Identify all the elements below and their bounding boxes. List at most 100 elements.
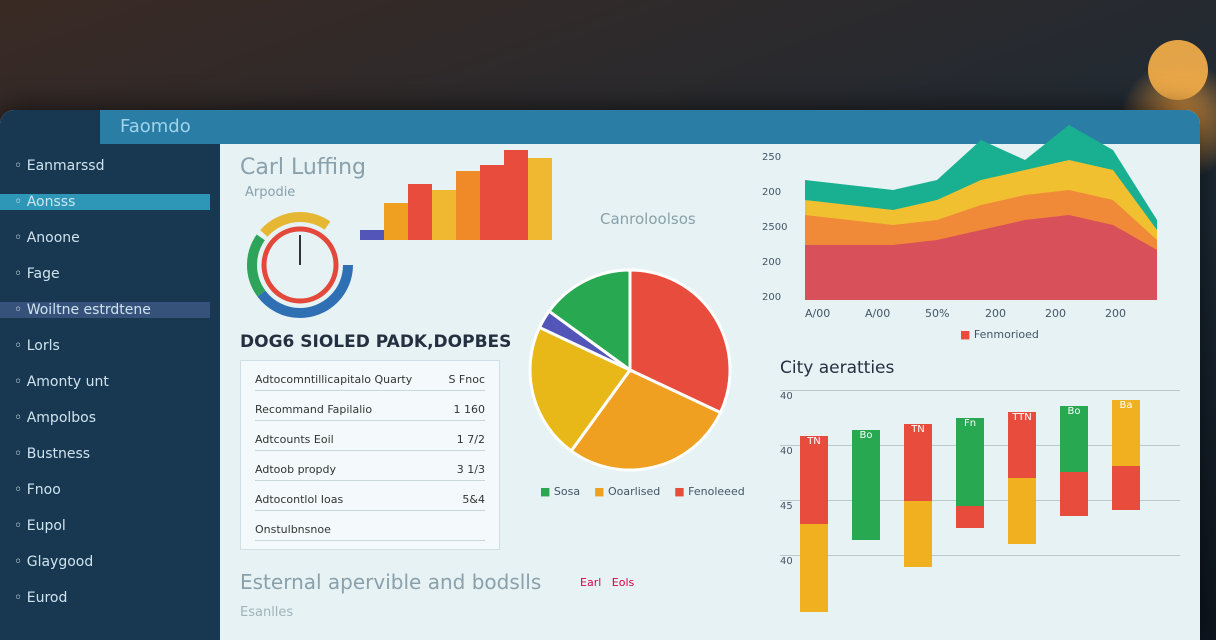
sidebar-item[interactable]: ◦ Fage <box>14 266 214 282</box>
table-row: Adtocomntillicapitalo Quarty S Fnoc <box>255 365 485 391</box>
row-label: Adtoob propdy <box>255 463 337 476</box>
bar <box>504 150 528 240</box>
sidebar-item-label: Eurod <box>26 590 68 606</box>
table-row: Onstulbnsnoe <box>255 515 485 541</box>
bar <box>384 202 408 240</box>
bar-segment: Ba <box>1112 400 1140 466</box>
pie-slice <box>547 268 632 373</box>
row-label: Adtocomntillicapitalo Quarty <box>255 373 413 386</box>
pie-legend: ■ Sosa ■ Ooarlised ■ Fenoleeed <box>540 485 759 498</box>
bar-segment <box>1008 478 1036 544</box>
bar-segment: TTN <box>1008 412 1036 478</box>
bar <box>432 190 456 240</box>
gear-icon: ◦ <box>14 410 27 426</box>
bar <box>480 165 504 240</box>
city-bar: TN <box>800 436 828 612</box>
legend-swatch: ■ <box>674 485 685 498</box>
city-bar: Bo <box>1060 406 1088 516</box>
legend-swatch: ■ <box>594 485 605 498</box>
layers-icon: ◦ <box>14 302 27 318</box>
sidebar-item[interactable]: ◦ Eurod <box>14 590 214 606</box>
logout-icon: ◦ <box>14 590 27 606</box>
bar-segment <box>904 501 932 567</box>
area-y-tick: 200 <box>762 257 781 268</box>
sidebar-item[interactable]: ◦ Aonsss <box>0 194 210 210</box>
chart-icon: ◦ <box>14 374 27 390</box>
sidebar-item[interactable]: ◦ Glaygood <box>14 554 214 570</box>
area-y-tick: 2500 <box>762 222 787 233</box>
area-x-tick: A/00 <box>805 307 830 320</box>
area-y-tick: 200 <box>762 187 781 198</box>
legend-label: Sosa <box>553 485 581 498</box>
bar <box>408 183 432 240</box>
gauge-card-subtitle: Arpodie <box>245 185 296 200</box>
sidebar-item[interactable]: ◦ Anoone <box>14 230 214 246</box>
city-bar: Fn <box>956 418 984 528</box>
area-x-tick: 200 <box>985 307 1006 320</box>
table-title: DOG6 SIOLED PADK,DOPBES <box>240 332 512 352</box>
sidebar-item[interactable]: ◦ Bustness <box>14 446 214 462</box>
table-row: Adtcounts Eoil 1 7/2 <box>255 425 485 451</box>
sidebar-item-label: Eanmarssd <box>26 158 105 174</box>
sidebar-item-label: Fnoo <box>26 482 61 498</box>
area-subtitle: Canroloolsos <box>600 210 696 228</box>
box-icon: ◦ <box>14 518 27 534</box>
pie-chart <box>528 268 732 472</box>
gauge-arc-blue <box>247 212 353 318</box>
pie-legend-item: ■ Fenoleeed <box>674 485 744 498</box>
gauge-arc-yellow <box>247 212 353 318</box>
bar-segment: TN <box>904 424 932 501</box>
row-label: Adtcounts Eoil <box>255 433 334 446</box>
bar-segment <box>800 524 828 612</box>
sidebar-item[interactable]: ◦ Lorls <box>14 338 214 354</box>
sidebar-item-label: Eupol <box>26 518 66 534</box>
sidebar-item-label: Woiltne estrdtene <box>26 302 151 318</box>
row-value: S Fnoc <box>448 373 485 386</box>
area-legend-label: Fenmorioed <box>973 328 1039 341</box>
bokeh-light <box>1148 40 1208 100</box>
sidebar-item[interactable]: ◦ Amonty unt <box>14 374 214 390</box>
pie-legend-item: ■ Sosa <box>540 485 580 498</box>
bar-segment: Fn <box>956 418 984 506</box>
gridline-tick: 40 <box>780 390 1180 402</box>
sidebar-item[interactable]: ◦ Eanmarssd <box>14 158 214 174</box>
row-label: Recommand Fapilalio <box>255 403 373 416</box>
city-bar: Bo <box>852 430 880 540</box>
menu-icon: ◦ <box>14 158 27 174</box>
area-x-tick: 200 <box>1105 307 1126 320</box>
sidebar-item[interactable]: ◦ Ampolbos <box>14 410 214 426</box>
sidebar-item-label: Lorls <box>26 338 60 354</box>
area-series <box>805 215 1157 300</box>
sidebar-item-label: Anoone <box>26 230 80 246</box>
bar-segment <box>1060 472 1088 516</box>
header-title: Faomdo <box>120 116 191 137</box>
stats-table: Adtocomntillicapitalo Quarty S Fnoc Recomm… <box>240 360 500 550</box>
bar <box>528 157 552 240</box>
legend-label: Ooarlised <box>608 485 661 498</box>
sidebar-item-label: Bustness <box>26 446 91 462</box>
clock-icon: ◦ <box>14 338 27 354</box>
bar-segment <box>1112 466 1140 510</box>
area-x-tick: 50% <box>925 307 949 320</box>
lower-sub: Esanlles <box>240 605 294 620</box>
table-row: Adtoob propdy 3 1/3 <box>255 455 485 481</box>
row-value: 3 1/3 <box>456 463 485 476</box>
city-bar: TN <box>904 424 932 567</box>
area-chart: A/00 A/00 50% 200 200 200 250 200 2500 200 200 <box>762 125 1157 320</box>
lower-legend-item: Earl <box>580 576 602 589</box>
area-legend: ■ Fenmorioed <box>960 328 1039 341</box>
top-bar-chart <box>360 150 560 240</box>
gauge-arc-green <box>247 212 353 318</box>
sidebar-item[interactable]: ◦ Fnoo <box>14 482 214 498</box>
row-value: 1 7/2 <box>456 433 485 446</box>
city-bar: Ba <box>1112 400 1140 510</box>
circle-icon: ◦ <box>14 482 27 498</box>
lower-section-title: Esternal apervible and bodslls <box>240 570 542 594</box>
sidebar-item-label: Aonsss <box>26 194 76 210</box>
page-icon: ◦ <box>14 266 27 282</box>
sidebar: ◦ Eanmarssd ◦ Aonsss ◦ Anoone ◦ Fage ◦ Woilt… <box>0 110 220 640</box>
sidebar-item[interactable]: ◦ Eupol <box>14 518 214 534</box>
sidebar-item-label: Fage <box>26 266 60 282</box>
sidebar-item[interactable]: ◦ Woiltne estrdtene <box>0 302 210 318</box>
bar-segment: TN <box>800 436 828 524</box>
